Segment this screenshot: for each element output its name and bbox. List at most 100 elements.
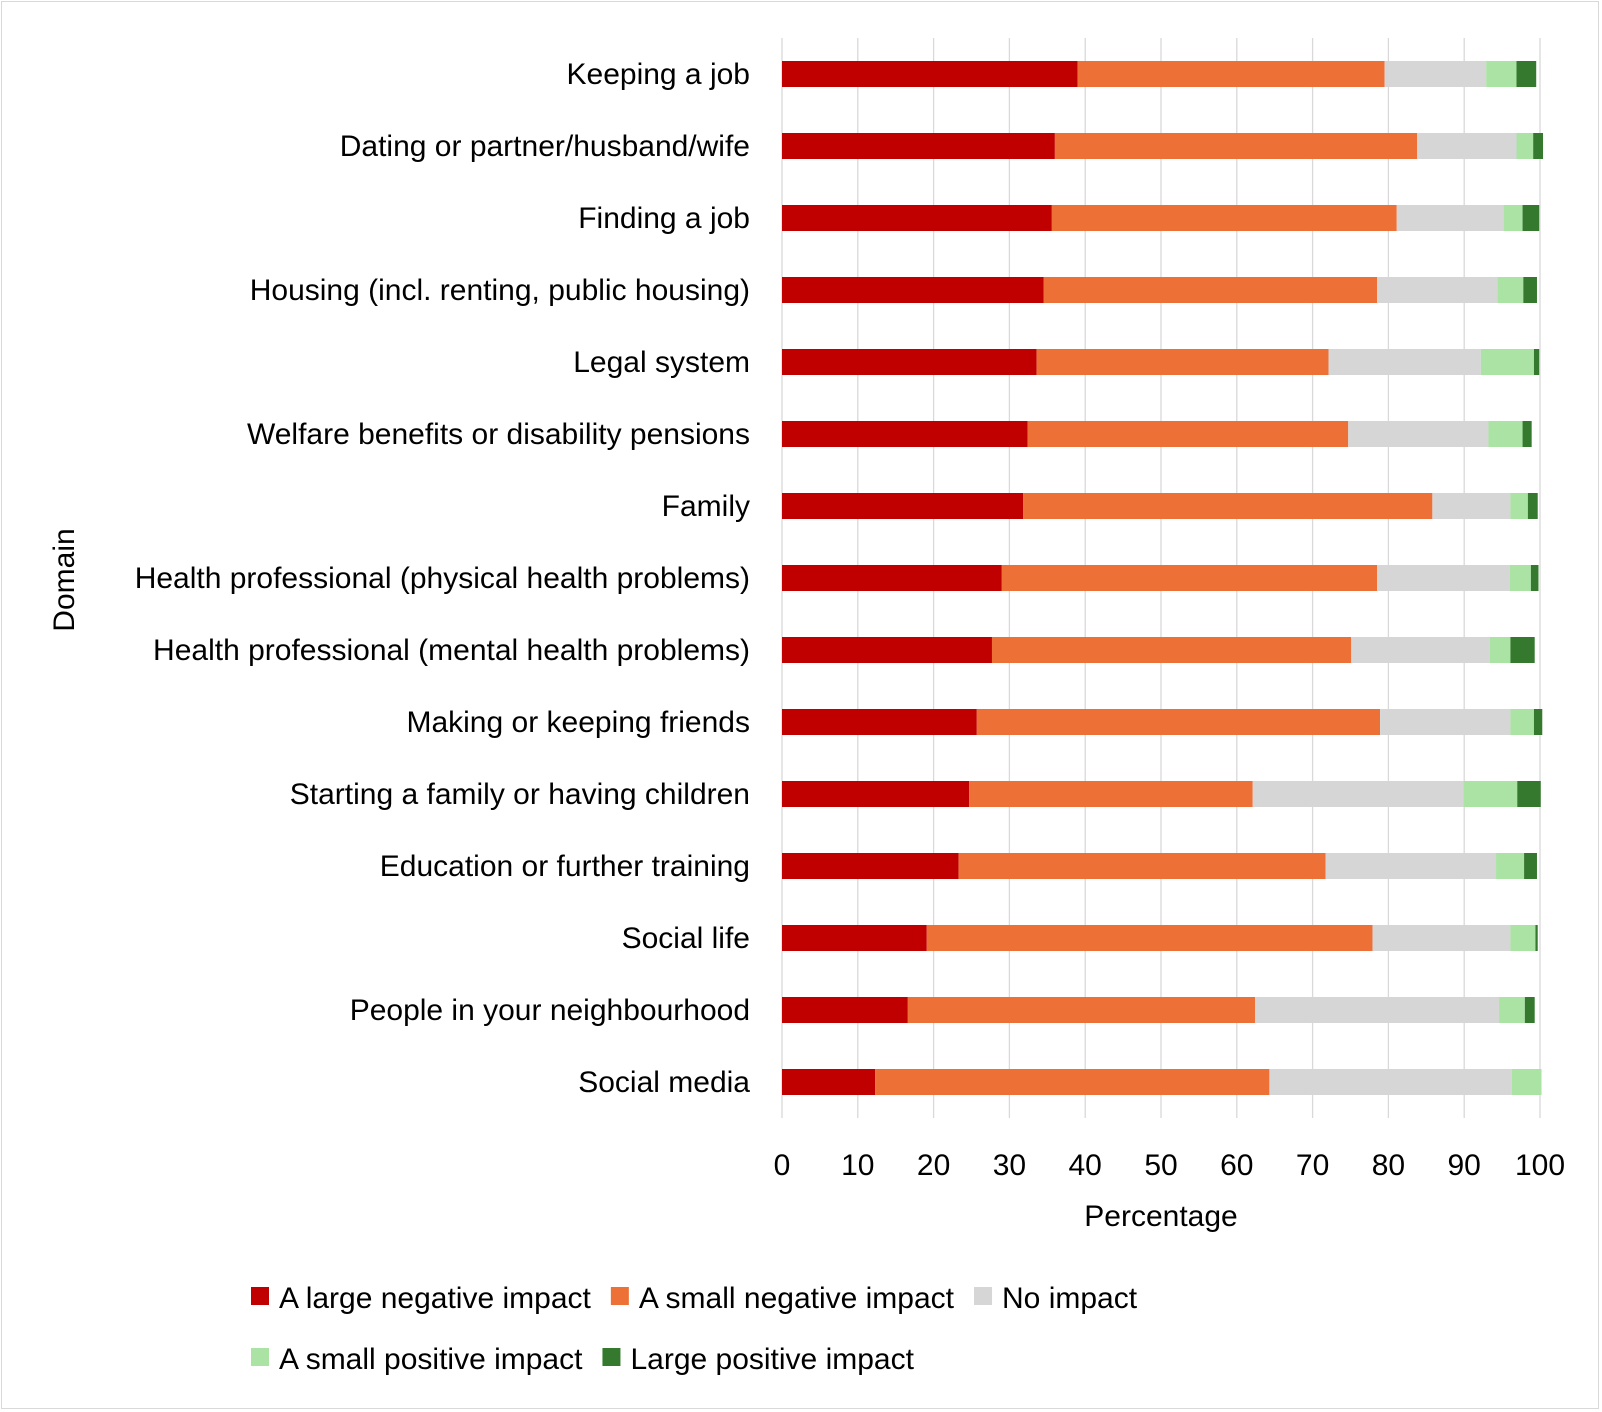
category-label: Health professional (physical health pro…: [135, 562, 750, 595]
category-label: Starting a family or having children: [290, 778, 750, 811]
bar-segment: [1328, 349, 1481, 375]
bar-segment: [1535, 925, 1538, 951]
category-label: Education or further training: [380, 850, 750, 883]
category-label: Family: [662, 490, 750, 523]
legend-swatch: [602, 1348, 621, 1366]
bar-segment: [1499, 997, 1525, 1023]
category-label: Health professional (mental health probl…: [153, 634, 750, 667]
legend: A large negative impact A small negative …: [251, 1282, 1138, 1376]
bar-segment: [1527, 493, 1538, 519]
bar-segment: [782, 853, 959, 879]
bar-segment: [1051, 205, 1397, 231]
bar-segment: [1054, 133, 1418, 159]
bar-segment: [1522, 421, 1532, 447]
bar-segment: [782, 1069, 876, 1095]
bar-segment: [1077, 61, 1385, 87]
bar-segment: [958, 853, 1326, 879]
bar-segment: [1496, 853, 1525, 879]
bar-segment: [1254, 997, 1500, 1023]
legend-label: No impact: [1002, 1282, 1138, 1315]
bar-segment: [1023, 493, 1433, 519]
category-label: Keeping a job: [567, 58, 751, 91]
legend-label: A small negative impact: [639, 1282, 955, 1315]
bar-segment: [969, 781, 1253, 807]
bar-segment: [1533, 133, 1544, 159]
bar-segment: [1533, 709, 1543, 735]
x-tick-label: 90: [1448, 1149, 1481, 1182]
x-tick-label: 100: [1515, 1149, 1565, 1182]
category-label: Making or keeping friends: [406, 706, 750, 739]
x-tick-label: 0: [774, 1149, 791, 1182]
bar-segment: [1530, 565, 1539, 591]
bar-segment: [782, 493, 1024, 519]
bar-segment: [1517, 781, 1541, 807]
bar-segment: [1043, 277, 1378, 303]
x-tick-label: 10: [841, 1149, 874, 1182]
bars: [782, 61, 1544, 1095]
legend-label: A large negative impact: [279, 1282, 592, 1315]
bar-segment: [1488, 421, 1523, 447]
bar-segment: [782, 637, 992, 663]
category-label: Housing (incl. renting, public housing): [250, 274, 750, 307]
bar-segment: [1510, 925, 1536, 951]
bar-segment: [782, 421, 1028, 447]
legend-swatch: [610, 1287, 629, 1305]
bar-segment: [991, 637, 1352, 663]
x-tick-labels: 0 10 20 30 40 50 60 70 80 90 100: [774, 1149, 1565, 1182]
bar-segment: [1497, 277, 1524, 303]
bar-segment: [782, 925, 927, 951]
x-tick-label: 70: [1296, 1149, 1329, 1182]
bar-segment: [907, 997, 1255, 1023]
bar-segment: [1432, 493, 1511, 519]
bar-segment: [1510, 493, 1528, 519]
category-label: Social life: [622, 922, 750, 955]
bar-segment: [1480, 349, 1534, 375]
bar-segment: [782, 997, 908, 1023]
bar-segment: [1463, 781, 1518, 807]
legend-swatch: [251, 1287, 269, 1305]
legend-label: A small positive impact: [279, 1343, 583, 1376]
bar-segment: [1380, 709, 1511, 735]
category-labels: Keeping a job Dating or partner/husband/w…: [135, 58, 751, 1099]
bar-segment: [1510, 637, 1535, 663]
x-tick-label: 30: [993, 1149, 1026, 1182]
bar-segment: [1511, 1069, 1542, 1095]
legend-swatch: [251, 1348, 269, 1366]
x-axis-title: Percentage: [1084, 1200, 1237, 1233]
bar-segment: [782, 565, 1002, 591]
category-label: People in your neighbourhood: [350, 994, 750, 1027]
bar-segment: [1384, 61, 1487, 87]
bar-segment: [1377, 277, 1498, 303]
x-tick-label: 20: [917, 1149, 950, 1182]
bar-segment: [1372, 925, 1511, 951]
bar-segment: [1509, 565, 1531, 591]
bar-segment: [926, 925, 1373, 951]
y-axis-title: Domain: [48, 528, 81, 631]
bar-segment: [976, 709, 1381, 735]
bar-segment: [1325, 853, 1497, 879]
bar-segment: [1503, 205, 1523, 231]
bar-segment: [1510, 709, 1534, 735]
bar-segment: [1417, 133, 1517, 159]
bar-segment: [1351, 637, 1490, 663]
bar-segment: [1516, 133, 1534, 159]
bar-segment: [1269, 1069, 1512, 1095]
legend-label: Large positive impact: [630, 1343, 914, 1376]
category-label: Dating or partner/husband/wife: [340, 130, 750, 163]
bar-segment: [1516, 61, 1537, 87]
bar-segment: [1348, 421, 1489, 447]
bar-segment: [1252, 781, 1464, 807]
category-label: Legal system: [573, 346, 750, 379]
bar-segment: [782, 709, 977, 735]
category-label: Welfare benefits or disability pensions: [247, 418, 750, 451]
bar-segment: [875, 1069, 1270, 1095]
bar-segment: [782, 277, 1044, 303]
x-tick-label: 80: [1372, 1149, 1405, 1182]
bar-segment: [1001, 565, 1378, 591]
bar-segment: [1524, 853, 1537, 879]
bar-segment: [782, 205, 1052, 231]
category-label: Finding a job: [578, 202, 750, 235]
bar-segment: [1036, 349, 1329, 375]
